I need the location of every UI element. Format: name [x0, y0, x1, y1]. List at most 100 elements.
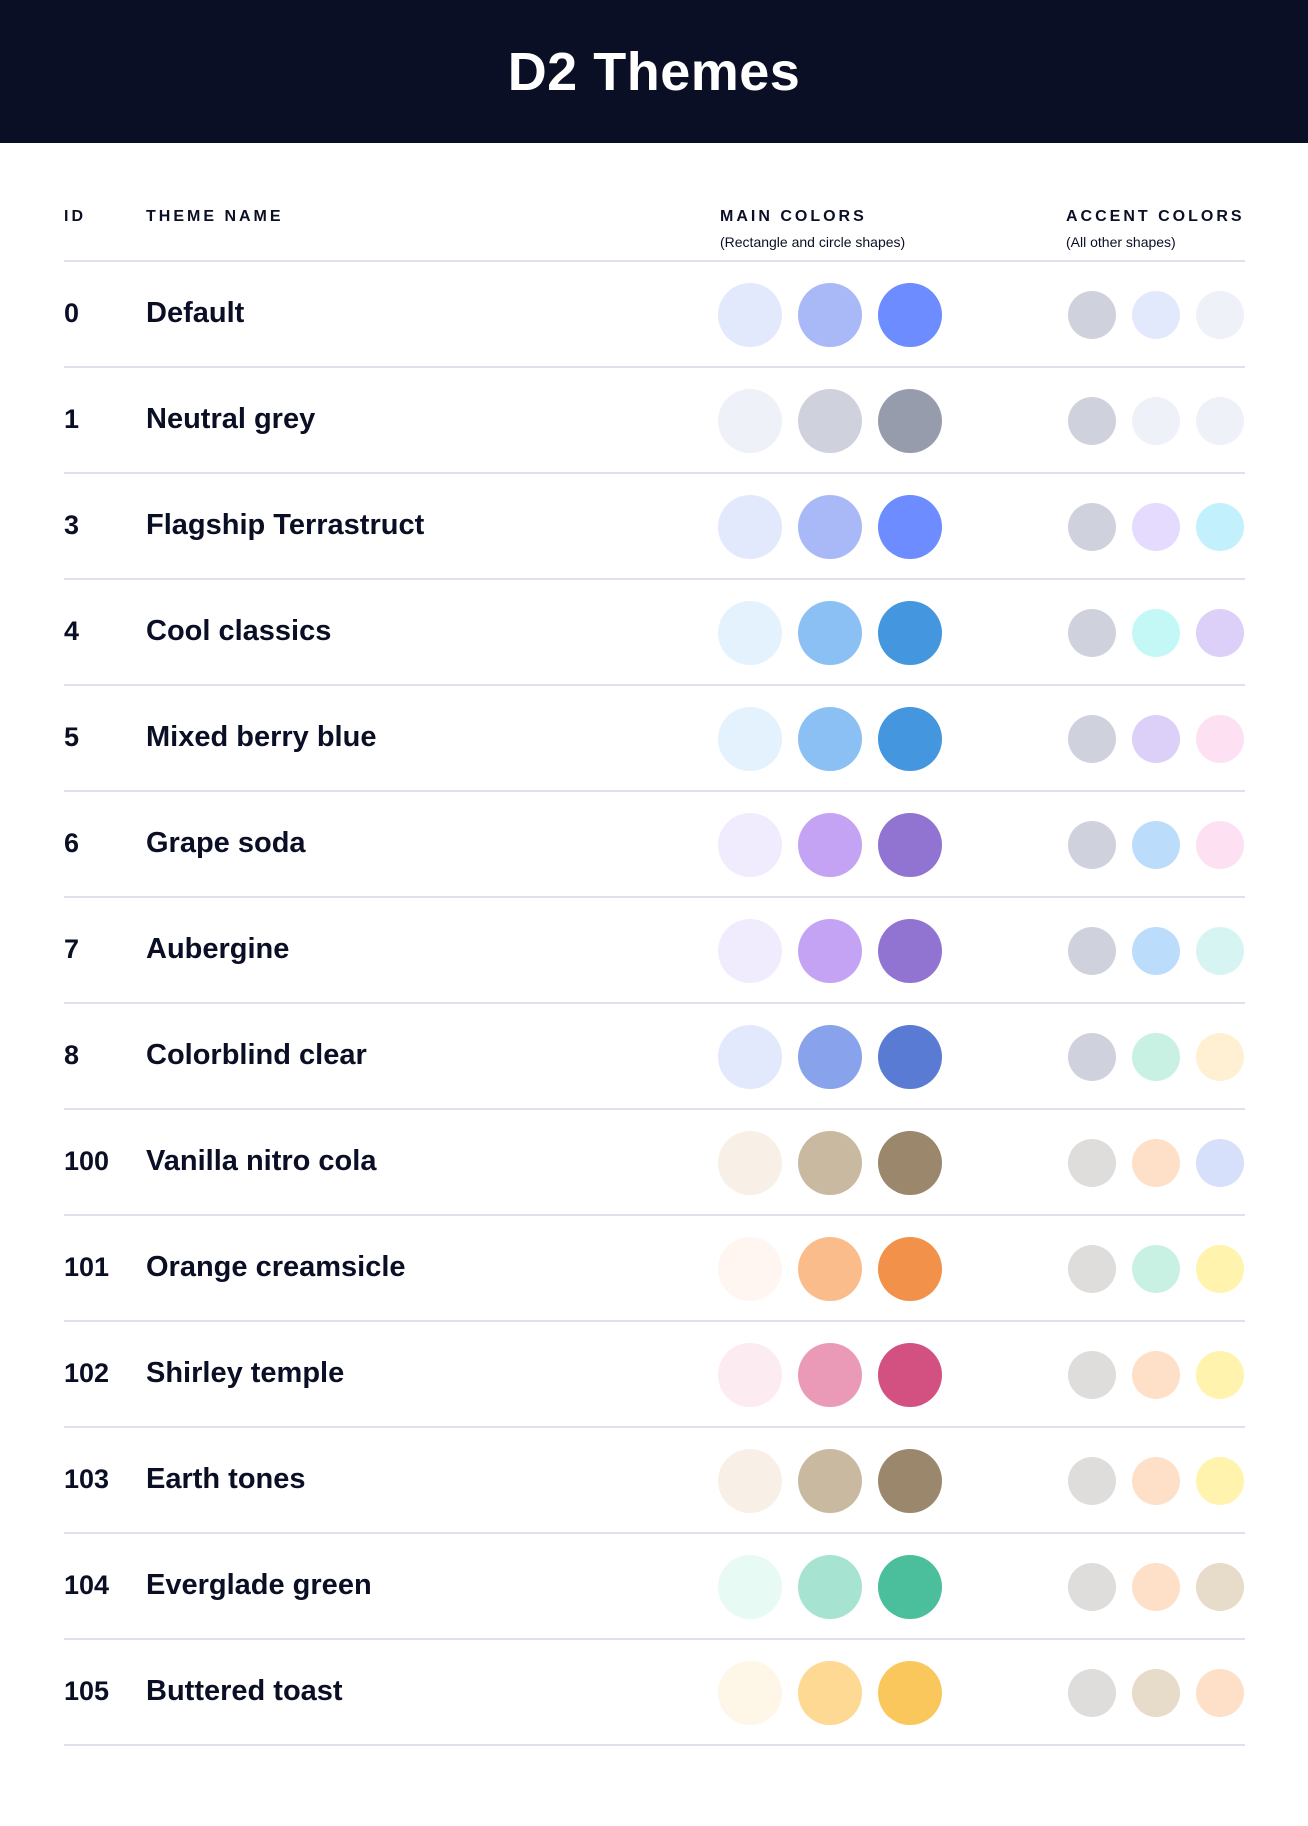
accent-color-swatch	[1196, 1033, 1244, 1081]
theme-name: Buttered toast	[146, 1675, 343, 1707]
table-row: 6 Grape soda	[0, 792, 1308, 898]
row-divider	[64, 1638, 1245, 1640]
accent-color-swatch	[1132, 397, 1180, 445]
main-color-swatch	[798, 601, 862, 665]
main-color-swatch	[878, 1449, 942, 1513]
accent-color-swatch	[1196, 1351, 1244, 1399]
row-divider	[64, 1108, 1245, 1110]
main-color-swatch	[878, 389, 942, 453]
row-divider	[64, 1214, 1245, 1216]
main-color-swatch	[718, 813, 782, 877]
theme-id: 105	[64, 1676, 110, 1706]
accent-color-swatch	[1132, 927, 1180, 975]
accent-color-swatch	[1132, 821, 1180, 869]
main-color-swatch	[798, 1661, 862, 1725]
theme-name: Default	[146, 297, 245, 329]
main-color-swatch	[798, 1025, 862, 1089]
accent-color-swatch	[1132, 1245, 1180, 1293]
table-row: 100 Vanilla nitro cola	[0, 1110, 1308, 1216]
row-divider	[64, 1744, 1245, 1746]
main-color-swatch	[798, 1343, 862, 1407]
main-color-swatch	[878, 707, 942, 771]
main-color-swatch	[718, 495, 782, 559]
main-color-swatch	[878, 1131, 942, 1195]
main-color-swatch	[718, 1237, 782, 1301]
header-divider	[64, 260, 1245, 262]
accent-color-swatch	[1068, 1457, 1116, 1505]
row-divider	[64, 366, 1245, 368]
main-color-swatch	[718, 1131, 782, 1195]
row-divider	[64, 1426, 1245, 1428]
accent-color-swatch	[1068, 927, 1116, 975]
accent-color-swatch	[1068, 1669, 1116, 1717]
main-color-swatch	[718, 1343, 782, 1407]
main-color-swatch	[718, 1555, 782, 1619]
main-color-swatch	[878, 601, 942, 665]
row-divider	[64, 896, 1245, 898]
accent-color-swatch	[1068, 609, 1116, 657]
accent-color-swatch	[1132, 609, 1180, 657]
main-color-swatch	[718, 1025, 782, 1089]
accent-color-swatch	[1068, 291, 1116, 339]
main-color-swatch	[798, 919, 862, 983]
table-row: 103 Earth tones	[0, 1428, 1308, 1534]
table-row: 3 Flagship Terrastruct	[0, 474, 1308, 580]
table-row: 1 Neutral grey	[0, 368, 1308, 474]
column-subheader-main-colors: (Rectangle and circle shapes)	[720, 234, 906, 250]
main-color-swatch	[798, 495, 862, 559]
main-color-swatch	[718, 919, 782, 983]
main-color-swatch	[718, 1449, 782, 1513]
accent-color-swatch	[1068, 1563, 1116, 1611]
table-row: 7 Aubergine	[0, 898, 1308, 1004]
main-color-swatch	[798, 1555, 862, 1619]
main-color-swatch	[878, 919, 942, 983]
row-divider	[64, 1320, 1245, 1322]
accent-color-swatch	[1196, 503, 1244, 551]
accent-color-swatch	[1068, 1351, 1116, 1399]
accent-color-swatch	[1132, 1033, 1180, 1081]
table-row: 104 Everglade green	[0, 1534, 1308, 1640]
theme-name: Shirley temple	[146, 1357, 345, 1389]
table-row: 101 Orange creamsicle	[0, 1216, 1308, 1322]
main-color-swatch	[878, 283, 942, 347]
column-subheader-accent-colors: (All other shapes)	[1066, 234, 1176, 250]
main-color-swatch	[878, 1237, 942, 1301]
theme-id: 7	[64, 934, 80, 964]
theme-id: 102	[64, 1358, 110, 1388]
main-color-swatch	[878, 813, 942, 877]
accent-color-swatch	[1196, 927, 1244, 975]
theme-id: 101	[64, 1252, 110, 1282]
accent-color-swatch	[1068, 715, 1116, 763]
theme-id: 3	[64, 510, 80, 540]
accent-color-swatch	[1068, 503, 1116, 551]
table-row: 4 Cool classics	[0, 580, 1308, 686]
table-row: 105 Buttered toast	[0, 1640, 1308, 1746]
theme-id: 1	[64, 404, 80, 434]
accent-color-swatch	[1132, 1351, 1180, 1399]
accent-color-swatch	[1196, 1669, 1244, 1717]
main-color-swatch	[878, 1661, 942, 1725]
main-color-swatch	[798, 813, 862, 877]
column-header-id: ID	[64, 208, 86, 225]
accent-color-swatch	[1196, 821, 1244, 869]
accent-color-swatch	[1196, 397, 1244, 445]
table-row: 102 Shirley temple	[0, 1322, 1308, 1428]
main-color-swatch	[718, 601, 782, 665]
accent-color-swatch	[1068, 397, 1116, 445]
accent-color-swatch	[1068, 1033, 1116, 1081]
theme-name: Vanilla nitro cola	[146, 1145, 377, 1177]
page-title: D2 Themes	[507, 41, 801, 102]
row-divider	[64, 790, 1245, 792]
theme-id: 103	[64, 1464, 110, 1494]
theme-name: Orange creamsicle	[146, 1251, 406, 1283]
main-color-swatch	[878, 1025, 942, 1089]
table-row: 5 Mixed berry blue	[0, 686, 1308, 792]
accent-color-swatch	[1068, 1245, 1116, 1293]
table-row: 8 Colorblind clear	[0, 1004, 1308, 1110]
row-divider	[64, 1532, 1245, 1534]
accent-color-swatch	[1068, 1139, 1116, 1187]
accent-color-swatch	[1196, 1457, 1244, 1505]
accent-color-swatch	[1132, 503, 1180, 551]
theme-name: Everglade green	[146, 1569, 372, 1601]
main-color-swatch	[798, 1449, 862, 1513]
